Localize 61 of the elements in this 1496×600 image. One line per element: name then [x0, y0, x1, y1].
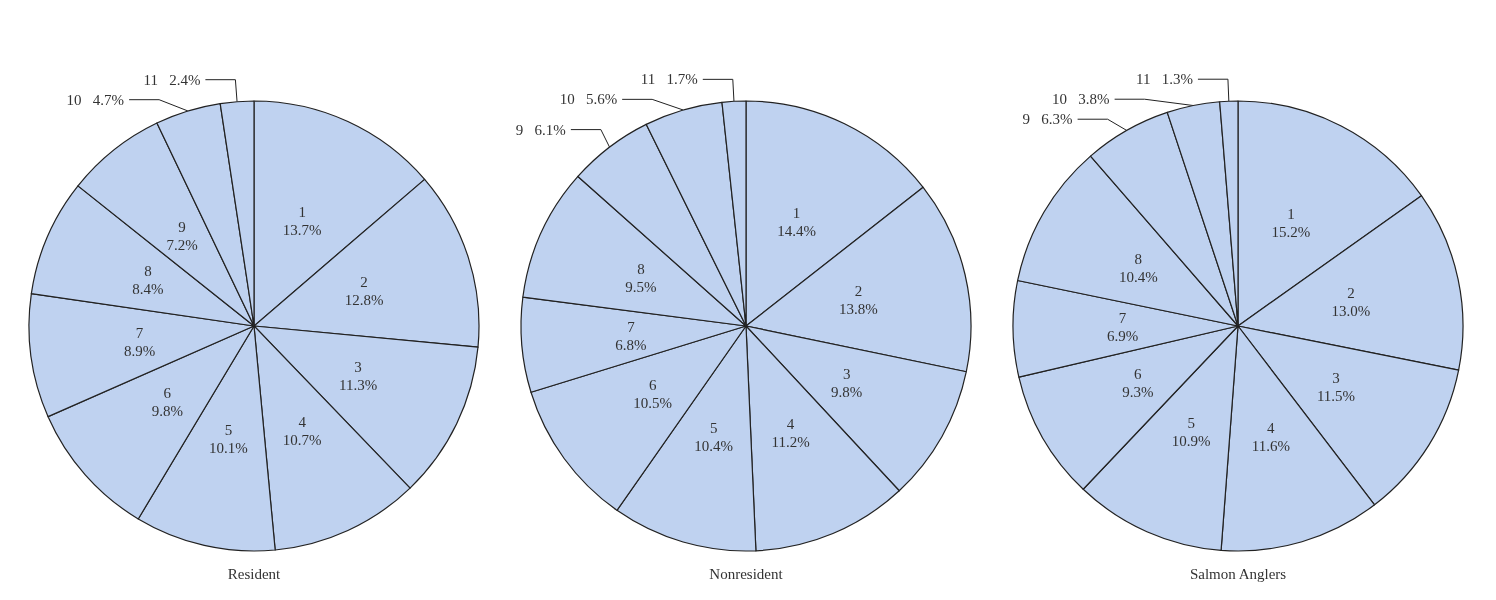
slice-label: 2 [854, 282, 863, 299]
slice-label: 11 2.4% [143, 71, 201, 88]
data-label: 8.9% [123, 342, 156, 359]
text: Nonresident [709, 565, 784, 582]
slice-label: 4 [1267, 419, 1276, 436]
slice-label: 10 5.6% [559, 91, 618, 108]
slice-label: 3 [354, 359, 362, 376]
text: Resident [227, 565, 282, 582]
slice-label: 1 [1287, 206, 1295, 223]
slice-label: 7 [627, 318, 636, 335]
slice-label: 6 [648, 377, 657, 394]
data-label: 9.5% [625, 279, 657, 296]
data-label: 8.4% [132, 281, 164, 298]
slice-label: 8 [144, 263, 152, 280]
slice-label: 11 1.7% [640, 71, 698, 88]
data-label: 11.5% [1316, 388, 1356, 405]
data-label: 10.4% [1118, 268, 1158, 285]
slice-label: 4 [298, 413, 307, 430]
data-label: 15.2% [1271, 224, 1311, 241]
slice-label: 7 [1118, 310, 1127, 327]
data-label: 9.3% [1122, 384, 1154, 401]
data-label: 11.2% [771, 433, 810, 450]
slice-label: 8 [637, 261, 645, 278]
data-label: 13.8% [839, 300, 878, 317]
slice-label: 8 [1134, 250, 1143, 267]
text: Salmon Anglers [1189, 565, 1287, 582]
slice-label: 5 [1187, 414, 1195, 431]
data-label: 11.3% [338, 377, 378, 394]
slice-label: 2 [1347, 284, 1355, 301]
slice-label: 1 [298, 204, 306, 221]
data-label: 7.2% [166, 236, 198, 253]
slice-label: 10 4.7% [66, 91, 125, 108]
slice-label: 9 6.3% [1022, 111, 1073, 128]
data-label: 14.4% [777, 223, 816, 240]
slice-label: 4 [786, 415, 795, 432]
data-label: 10.1% [209, 439, 248, 456]
data-label: 11.6% [1251, 437, 1290, 454]
data-label: 9.8% [151, 403, 183, 420]
slice-label: 3 [1332, 370, 1340, 387]
data-label: 6.9% [1106, 328, 1139, 345]
slice-label: 7 [135, 324, 144, 341]
data-label: 6.8% [615, 336, 647, 353]
data-label: 9.8% [831, 383, 863, 400]
data-label: 10.7% [282, 431, 322, 448]
slice-label: 5 [224, 421, 233, 438]
data-label: 12.8% [344, 292, 384, 308]
data-label: 10.5% [633, 395, 673, 412]
data-label: 10.4% [694, 437, 734, 454]
data-label: 10.9% [1171, 432, 1211, 449]
data-label: 13.0% [1331, 302, 1371, 319]
slice-label: 9 [178, 218, 186, 235]
data-label: 13.7% [282, 222, 322, 239]
slice-label: 10 3.8% [1052, 91, 1110, 108]
slice-label: 5 [709, 419, 718, 436]
slice-label: 3 [842, 365, 851, 382]
slice-label: 6 [163, 385, 172, 402]
slice-label: 6 [1134, 366, 1143, 383]
slice-label: 1 [792, 205, 801, 222]
slice-label: 9 6.1% [515, 121, 566, 138]
slice-label: 11 1.3% [1135, 71, 1193, 88]
slice-label: 2 [360, 274, 368, 290]
